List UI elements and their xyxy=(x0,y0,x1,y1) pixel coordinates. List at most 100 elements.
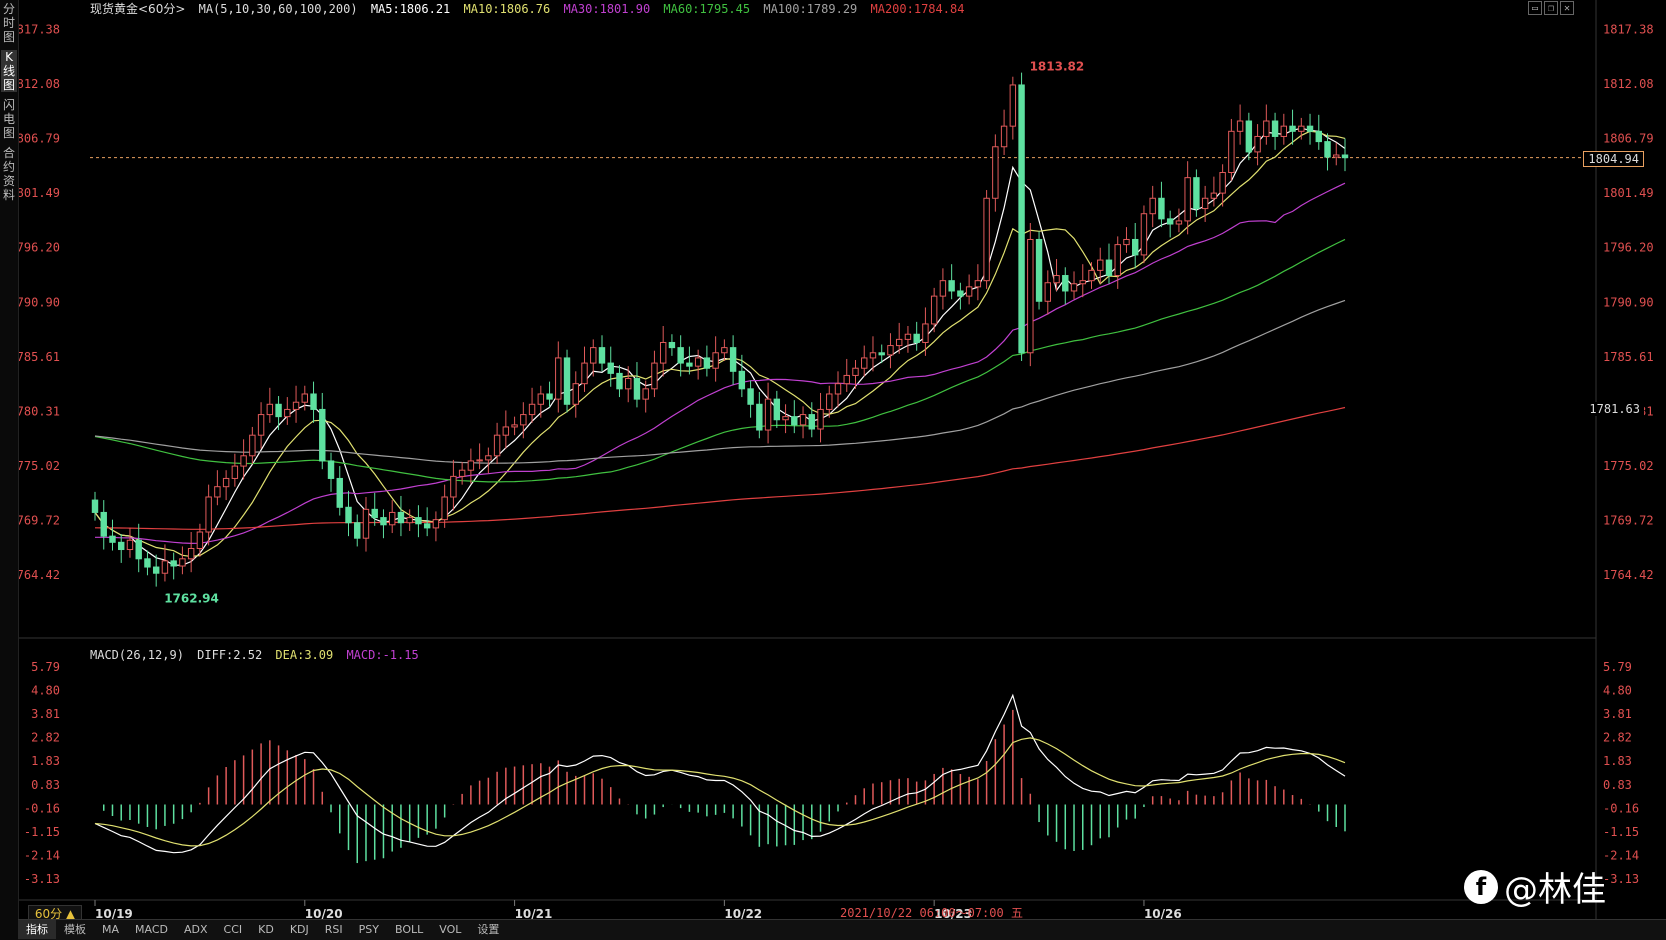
candle xyxy=(555,341,562,413)
bottom-tab-10[interactable]: BOLL xyxy=(394,923,424,936)
bottom-tab-0[interactable]: 指标 xyxy=(18,920,56,939)
candle-body xyxy=(974,280,982,288)
candle-body xyxy=(126,539,134,551)
candle xyxy=(826,385,833,418)
macd-value: MACD:-1.15 xyxy=(346,648,419,662)
candle-body xyxy=(109,535,116,543)
candle-body xyxy=(852,367,859,376)
sidebar-tab-2[interactable]: 闪电图 xyxy=(2,98,15,140)
candle-body xyxy=(1175,220,1183,225)
candle xyxy=(974,264,982,301)
candle-body xyxy=(397,511,405,524)
macd-tick-right: 2.82 xyxy=(1603,731,1632,745)
candle-body xyxy=(1210,192,1218,199)
candle-body xyxy=(1035,238,1043,302)
minimize-icon[interactable]: ▭ xyxy=(1528,1,1542,15)
candle xyxy=(659,325,667,377)
bottom-tab-11[interactable]: VOL xyxy=(439,923,462,936)
candle xyxy=(415,505,422,538)
bottom-tab-12[interactable]: 设置 xyxy=(477,923,500,936)
bottom-tab-3[interactable]: MACD xyxy=(135,923,168,936)
bottom-tab-6[interactable]: KD xyxy=(258,923,274,936)
macd-tick-right: -0.16 xyxy=(1603,801,1639,815)
macd-tick-right: -3.13 xyxy=(1603,872,1639,886)
candle-body xyxy=(930,295,938,325)
brand-logo-icon: f xyxy=(1464,869,1498,904)
ma-params[interactable]: MA(5,10,30,60,100,200) xyxy=(198,2,358,16)
indicator-tab-bar: 指标 模板 MA MACD ADX CCI KD KDJ RSI PSY BOLL VOL 设置 xyxy=(18,919,1666,940)
ma5-value: MA5:1806.21 xyxy=(370,2,451,16)
date-label: 10/20 xyxy=(305,907,343,920)
symbol-title[interactable]: 现货黄金<60分> xyxy=(90,2,186,16)
macd-diff: DIFF:2.52 xyxy=(197,648,263,662)
candle xyxy=(170,552,177,580)
chart-canvas[interactable]: 5.79 5.79 4.80 4.80 3.81 3.81 2.82 2.82 1.83 1.83… xyxy=(0,0,1666,920)
bottom-tab-8[interactable]: RSI xyxy=(324,923,343,936)
date-label: 10/22 xyxy=(724,907,762,920)
candle xyxy=(1105,243,1113,284)
candle xyxy=(292,385,300,423)
candle-body xyxy=(91,499,99,513)
candle xyxy=(1280,113,1288,145)
bottom-tab-7[interactable]: KDJ xyxy=(289,923,309,936)
candle xyxy=(878,344,885,364)
candle xyxy=(118,534,125,563)
candle xyxy=(1289,109,1296,145)
moving-average-lines xyxy=(94,127,1346,566)
watermark: f @林佳 xyxy=(1464,862,1606,911)
sidebar-tab-1[interactable]: K线图 xyxy=(1,50,17,92)
candle xyxy=(231,453,239,487)
candle xyxy=(144,550,151,576)
bottom-tab-2[interactable]: MA xyxy=(102,923,120,936)
candle-body xyxy=(1114,244,1121,277)
candle xyxy=(196,523,204,557)
date-label: 10/23 xyxy=(934,907,972,920)
close-icon[interactable]: ✕ xyxy=(1560,1,1574,15)
high-annotation: 1813.82 xyxy=(1030,60,1085,74)
bottom-tab-5[interactable]: CCI xyxy=(223,923,243,936)
bottom-tab-1[interactable]: 模板 xyxy=(64,923,86,936)
candle xyxy=(1070,271,1078,300)
candle-body xyxy=(1289,125,1296,132)
candle-body xyxy=(152,566,160,574)
candle xyxy=(1175,208,1183,233)
sidebar-tab-0[interactable]: 分时图 xyxy=(2,2,15,44)
price-tick-left: 1764.42 xyxy=(9,568,60,582)
candle-body xyxy=(1333,154,1340,158)
candle-body xyxy=(1263,120,1270,137)
macd-tick-right: 5.79 xyxy=(1603,660,1632,674)
bottom-tab-9[interactable]: PSY xyxy=(358,923,379,936)
candle xyxy=(1201,185,1209,222)
restore-icon[interactable]: ❐ xyxy=(1544,1,1558,15)
candle xyxy=(441,484,448,528)
bottom-tab-4[interactable]: ADX xyxy=(184,923,208,936)
candle xyxy=(1271,112,1279,150)
candle xyxy=(694,349,702,380)
candle-body xyxy=(791,416,798,426)
candle xyxy=(904,325,912,353)
candle xyxy=(1114,236,1121,289)
candle-body xyxy=(1149,197,1156,215)
candle-body xyxy=(913,333,920,343)
macd-params[interactable]: MACD(26,12,9) xyxy=(90,648,184,662)
candle xyxy=(1333,142,1340,166)
candle xyxy=(423,507,431,537)
cursor-price-box: 1781.63 xyxy=(1585,402,1644,416)
candle-body xyxy=(231,465,239,479)
candle xyxy=(126,527,134,558)
candle xyxy=(432,511,440,542)
candle xyxy=(1341,138,1349,172)
price-tick-left: 1780.31 xyxy=(9,404,60,418)
candle xyxy=(249,426,256,465)
sidebar-tab-3[interactable]: 合约资料 xyxy=(2,146,15,202)
candle-body xyxy=(476,459,483,462)
candle xyxy=(161,544,169,582)
candle-body xyxy=(1298,125,1305,132)
candle xyxy=(939,268,947,310)
candle xyxy=(957,282,964,310)
candle-body xyxy=(537,393,545,405)
candle-body xyxy=(948,280,955,292)
candle xyxy=(284,397,291,425)
candle-body xyxy=(1245,120,1253,153)
candle-body xyxy=(668,341,676,349)
